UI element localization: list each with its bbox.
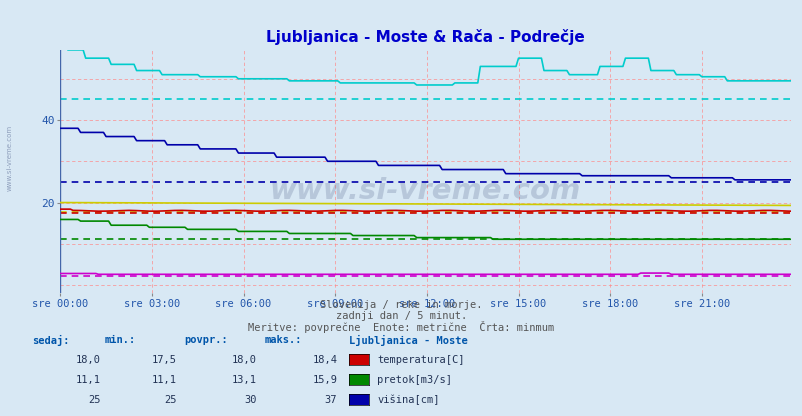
Text: 18,4: 18,4 (312, 355, 337, 365)
Title: Ljubljanica - Moste & Rača - Podrečje: Ljubljanica - Moste & Rača - Podrečje (266, 29, 584, 45)
Text: 18,0: 18,0 (232, 355, 257, 365)
Text: www.si-vreme.com: www.si-vreme.com (6, 125, 12, 191)
Text: 11,1: 11,1 (152, 375, 176, 385)
Text: zadnji dan / 5 minut.: zadnji dan / 5 minut. (335, 311, 467, 321)
Text: 15,9: 15,9 (312, 375, 337, 385)
Text: 11,1: 11,1 (75, 375, 100, 385)
Text: www.si-vreme.com: www.si-vreme.com (269, 177, 581, 205)
Text: Ljubljanica - Moste: Ljubljanica - Moste (349, 335, 468, 346)
Text: povpr.:: povpr.: (184, 335, 228, 345)
Text: 37: 37 (324, 395, 337, 405)
Text: temperatura[C]: temperatura[C] (377, 355, 464, 365)
Text: Slovenija / reke in morje.: Slovenija / reke in morje. (320, 300, 482, 310)
Text: pretok[m3/s]: pretok[m3/s] (377, 375, 452, 385)
Text: 25: 25 (87, 395, 100, 405)
Text: 18,0: 18,0 (75, 355, 100, 365)
Text: Meritve: povprečne  Enote: metrične  Črta: minmum: Meritve: povprečne Enote: metrične Črta:… (248, 321, 554, 333)
Text: višina[cm]: višina[cm] (377, 395, 439, 405)
Text: 17,5: 17,5 (152, 355, 176, 365)
Text: 25: 25 (164, 395, 176, 405)
Text: min.:: min.: (104, 335, 136, 345)
Text: 13,1: 13,1 (232, 375, 257, 385)
Text: sedaj:: sedaj: (32, 335, 70, 346)
Text: 30: 30 (244, 395, 257, 405)
Text: maks.:: maks.: (265, 335, 302, 345)
